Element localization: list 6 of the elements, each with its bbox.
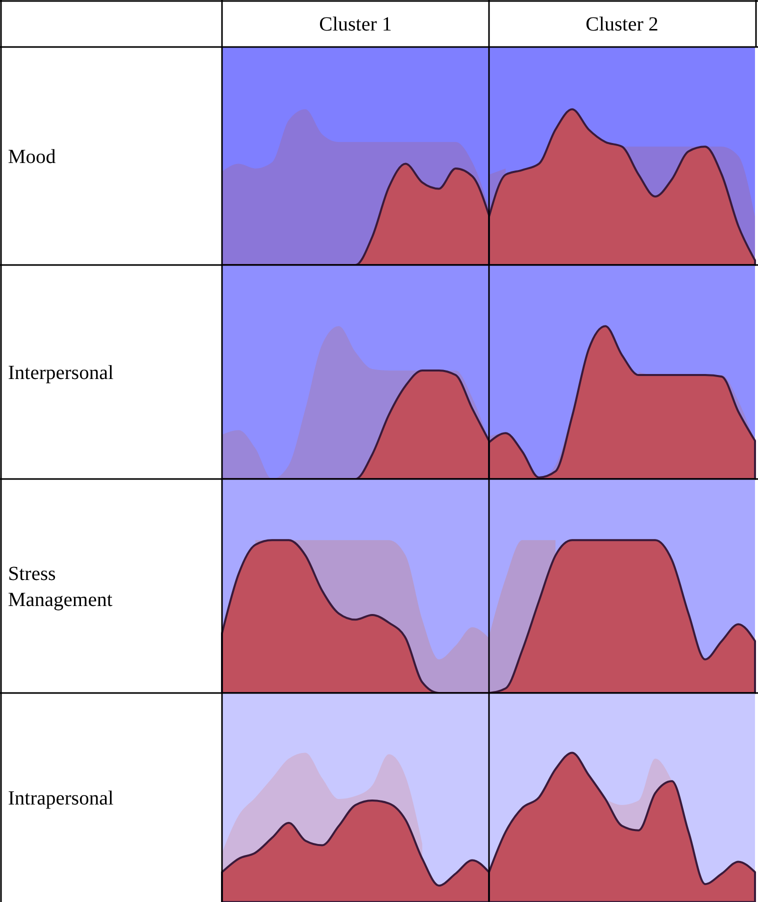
y-axis-title: Interpersonal bbox=[8, 362, 114, 384]
chart-title: Cluster 2 bbox=[586, 14, 658, 36]
chart-title: Cluster 1 bbox=[319, 14, 392, 36]
y-axis-title: Stress Management bbox=[8, 563, 113, 611]
y-axis-title: Intrapersonal bbox=[8, 788, 114, 810]
y-axis-title: Mood bbox=[8, 146, 56, 168]
